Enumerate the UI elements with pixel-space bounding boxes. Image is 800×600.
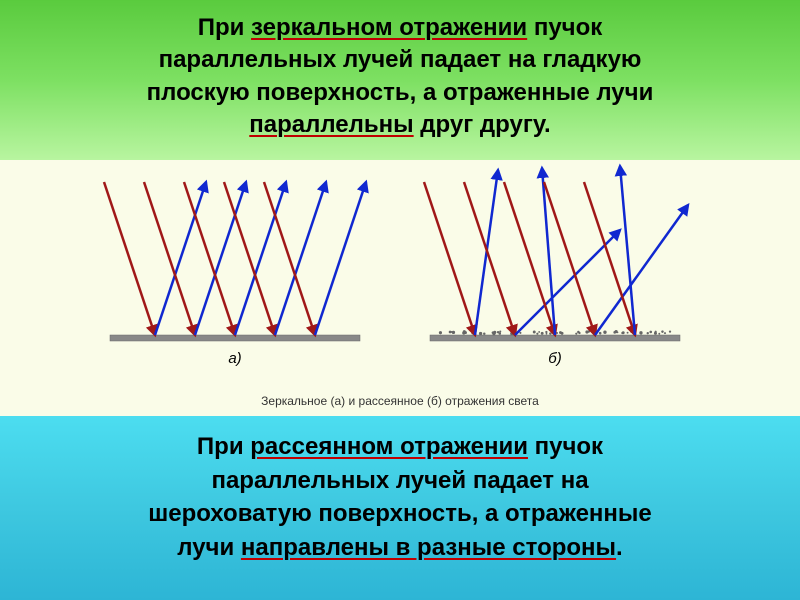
text: При [197,433,250,460]
bottom-text-block: При рассеянном отражении пучок параллель… [0,416,800,600]
bottom-line-4: лучи направлены в разные стороны. [20,531,780,565]
bottom-line-2: параллельных лучей падает на [20,464,780,498]
diagram-caption: Зеркальное (а) и рассеянное (б) отражени… [0,394,800,408]
bottom-line-1: При рассеянном отражении пучок [20,430,780,464]
text: При [198,14,251,41]
top-line-2: параллельных лучей падает на гладкую [20,44,780,76]
text: пучок [527,14,602,41]
svg-text:б): б) [548,350,561,367]
text: . [616,534,623,561]
underlined-text: зеркальном отражении [251,14,527,41]
diagram-area: а) б) Зеркальное (а) и рассеянное (б) отр… [0,160,800,416]
top-line-4: параллельны друг другу. [20,109,780,141]
top-line-1: При зеркальном отражении пучок [20,12,780,44]
svg-text:а): а) [228,350,241,367]
top-line-3: плоскую поверхность, а отраженные лучи [20,77,780,109]
top-text-block: При зеркальном отражении пучок параллель… [0,0,800,160]
reflection-diagram: а) б) [80,160,720,390]
bottom-line-3: шероховатую поверхность, а отраженные [20,497,780,531]
text: пучок [528,433,603,460]
underlined-text: направлены в разные стороны [241,534,616,561]
underlined-text: параллельны [249,111,413,138]
text: друг другу. [414,111,551,138]
underlined-text: рассеянном отражении [250,433,528,460]
text: лучи [177,534,241,561]
